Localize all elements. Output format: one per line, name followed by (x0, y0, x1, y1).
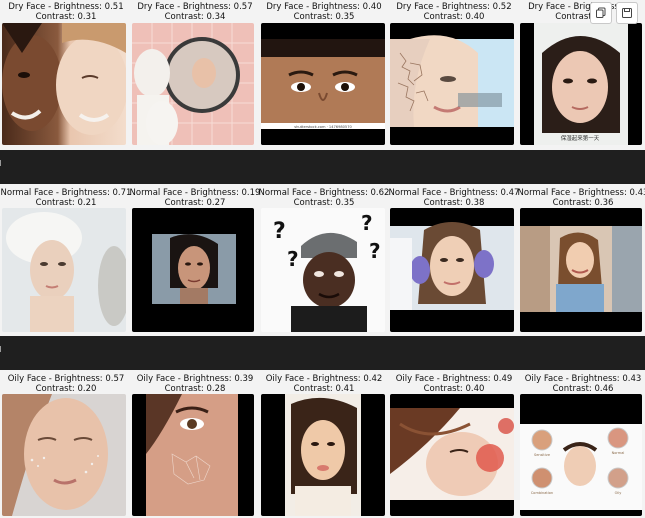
skin-type-label: Sensitive (534, 453, 550, 457)
cell-contrast: Contrast: 0.3 (555, 12, 611, 22)
cell-caption: Dry Face - Brightness: 0.40 Contrast: 0.… (254, 2, 394, 22)
face-image (390, 23, 514, 145)
skin-type-label: Normal (612, 451, 625, 455)
copy-icon (596, 7, 606, 18)
face-image (2, 23, 126, 145)
face-image (2, 208, 126, 332)
cell-title: Dry Face - Brightness: 0.57 (137, 2, 253, 12)
cell-title: Oily Face - Brightness: 0.43 (524, 374, 642, 384)
cell-caption: Oily Face - Brightness: 0.43 Contrast: 0… (513, 374, 645, 394)
cell-caption: Normal Face - Brightness: 0.43 Contrast:… (513, 188, 645, 208)
face-image: ? ? ? ? (261, 208, 385, 332)
skin-type-label: Oily (615, 491, 622, 495)
cell-contrast: Contrast: 0.40 (423, 384, 485, 394)
cell-contrast: Contrast: 0.20 (35, 384, 97, 394)
cell-caption: Dry Face - Brightness: 0.5 Contrast: 0.3 (513, 2, 645, 22)
face-image: 保湿起来第一天 (520, 23, 642, 145)
cell-title: Dry Face - Brightness: 0.52 (396, 2, 512, 12)
cell-title: Oily Face - Brightness: 0.42 (265, 374, 383, 384)
cell-contrast: Contrast: 0.36 (552, 198, 614, 208)
face-image (390, 394, 514, 516)
watermark-text: shutterstock.com · 1476980570 (294, 125, 352, 129)
cell-contrast: Contrast: 0.31 (35, 12, 97, 22)
cell-title: Normal Face - Brightness: 0.71 (0, 188, 132, 198)
cell-caption: Dry Face - Brightness: 0.52 Contrast: 0.… (384, 2, 524, 22)
face-image (520, 208, 642, 332)
face-image: shutterstock.com · 1476980570 (261, 23, 385, 145)
cell-contrast: Contrast: 0.35 (293, 198, 355, 208)
cell-contrast: Contrast: 0.41 (293, 384, 355, 394)
face-image (132, 208, 254, 332)
face-image (132, 394, 254, 516)
save-button[interactable] (616, 2, 638, 24)
separator-2 (0, 336, 645, 370)
cell-caption: Normal Face - Brightness: 0.19 Contrast:… (125, 188, 265, 208)
face-image (261, 394, 385, 516)
cell-title: Oily Face - Brightness: 0.49 (395, 374, 513, 384)
cell-contrast: Contrast: 0.35 (293, 12, 355, 22)
cell-contrast: Contrast: 0.46 (552, 384, 614, 394)
cell-title: Normal Face - Brightness: 0.47 (388, 188, 520, 198)
cell-tick-1 (0, 160, 1, 166)
cell-caption: Oily Face - Brightness: 0.42 Contrast: 0… (254, 374, 394, 394)
cell-contrast: Contrast: 0.28 (164, 384, 226, 394)
cell-caption: Normal Face - Brightness: 0.71 Contrast:… (0, 188, 136, 208)
save-icon (622, 8, 632, 18)
cell-tick-2 (0, 346, 1, 352)
cell-caption: Dry Face - Brightness: 0.57 Contrast: 0.… (125, 2, 265, 22)
face-image (132, 23, 254, 145)
cell-contrast: Contrast: 0.38 (423, 198, 485, 208)
cell-contrast: Contrast: 0.40 (423, 12, 485, 22)
cell-caption: Normal Face - Brightness: 0.62 Contrast:… (254, 188, 394, 208)
separator-1 (0, 150, 645, 184)
output-toolbar (590, 2, 645, 24)
cell-caption: Normal Face - Brightness: 0.47 Contrast:… (384, 188, 524, 208)
cell-contrast: Contrast: 0.27 (164, 198, 226, 208)
cell-title: Dry Face - Brightness: 0.51 (8, 2, 124, 12)
image-caption-text: 保湿起来第一天 (561, 134, 600, 142)
copy-button[interactable] (590, 2, 612, 24)
question-mark: ? (273, 219, 286, 244)
cell-caption: Oily Face - Brightness: 0.57 Contrast: 0… (0, 374, 136, 394)
question-mark: ? (361, 211, 373, 235)
cell-contrast: Contrast: 0.34 (164, 12, 226, 22)
cell-caption: Oily Face - Brightness: 0.39 Contrast: 0… (125, 374, 265, 394)
face-image (390, 208, 514, 332)
cell-caption: Dry Face - Brightness: 0.51 Contrast: 0.… (0, 2, 136, 22)
cell-title: Normal Face - Brightness: 0.19 (129, 188, 261, 198)
cell-title: Dry Face - Brightness: 0.5 (528, 2, 638, 12)
cell-title: Dry Face - Brightness: 0.40 (266, 2, 382, 12)
face-image (2, 394, 126, 516)
question-mark: ? (369, 239, 381, 263)
cell-title: Normal Face - Brightness: 0.43 (517, 188, 645, 198)
question-mark: ? (287, 247, 299, 271)
cell-title: Oily Face - Brightness: 0.39 (136, 374, 254, 384)
cell-title: Normal Face - Brightness: 0.62 (258, 188, 390, 198)
cell-contrast: Contrast: 0.21 (35, 198, 97, 208)
skin-type-label: Combination (531, 491, 553, 495)
face-image: Sensitive Normal Combination Oily (520, 394, 642, 516)
cell-caption: Oily Face - Brightness: 0.49 Contrast: 0… (384, 374, 524, 394)
cell-title: Oily Face - Brightness: 0.57 (7, 374, 125, 384)
